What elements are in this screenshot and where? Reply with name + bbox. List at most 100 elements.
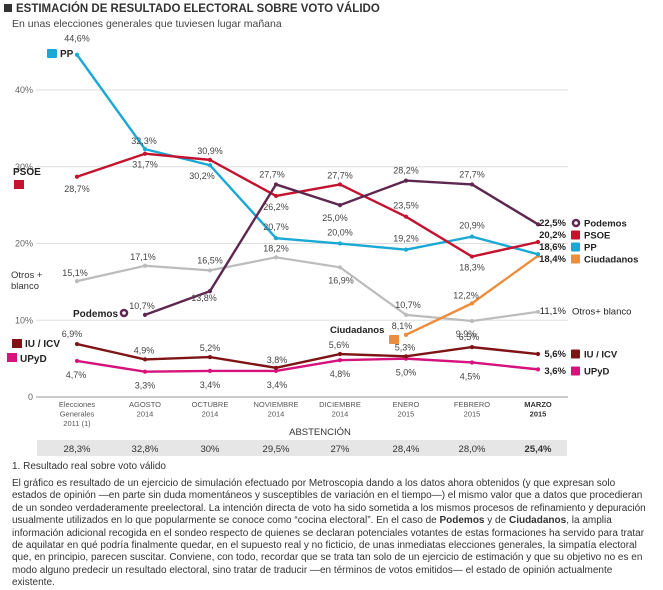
abstention-band <box>37 440 567 456</box>
x-tick-label: FEBRERO <box>454 400 490 409</box>
series-line-psoe <box>76 152 539 258</box>
data-point-podemos <box>403 178 409 183</box>
podemos-logo-icon-inner <box>122 311 126 315</box>
data-label-upyd: 4,5% <box>460 371 481 381</box>
data-point-iu <box>535 351 541 357</box>
abstention-value: 30% <box>200 444 220 455</box>
final-value-otros: 11,1% <box>540 306 567 317</box>
left-label-otros: Otros + <box>11 270 43 281</box>
abstention-value: 28,4% <box>393 444 420 455</box>
data-label-psoe: 23,5% <box>393 201 419 211</box>
title-square-icon <box>4 4 12 12</box>
series-line-otros <box>76 256 539 323</box>
data-label-psoe: 27,7% <box>327 170 353 180</box>
final-value-psoe: 20,2% <box>539 230 566 241</box>
chart-title-text: ESTIMACIÓN DE RESULTADO ELECTORAL SOBRE … <box>16 3 380 15</box>
data-point-upyd <box>207 368 213 374</box>
x-tick-label: OCTUBRE <box>192 400 229 409</box>
data-label-ciudadanos: 8,1% <box>392 321 413 331</box>
abstention-value: 28,3% <box>64 444 91 455</box>
data-point-pp <box>337 241 343 246</box>
data-point-iu <box>469 345 475 350</box>
data-label-iu: 4,9% <box>134 345 155 355</box>
ciudadanos-logo-icon <box>389 335 399 344</box>
left-label-upyd: UPyD <box>20 354 47 365</box>
x-tick-label: ENERO <box>393 400 420 409</box>
data-label-pp: 20,7% <box>263 222 289 232</box>
data-point-upyd <box>337 358 343 363</box>
left-label-blanco: blanco <box>11 281 39 292</box>
data-label-upyd: 5,0% <box>396 368 417 378</box>
data-point-iu <box>337 351 343 357</box>
data-point-psoe <box>535 239 541 245</box>
methodology-note: El gráfico es resultado de un ejercicio … <box>12 478 652 590</box>
data-point-otros <box>469 318 475 324</box>
data-label-pp: 32,3% <box>131 136 157 146</box>
x-tick-label: MARZO <box>524 400 552 409</box>
data-label-pp: 19,2% <box>393 234 419 244</box>
abstention-value: 29,5% <box>263 444 290 455</box>
upyd-logo-icon <box>7 353 17 362</box>
legend-iu-icon <box>571 349 580 359</box>
data-point-psoe <box>207 157 213 162</box>
data-point-upyd <box>469 360 475 365</box>
legend-label-otros: Otros+ blanco <box>572 307 631 318</box>
data-point-ciudadanos <box>403 332 409 337</box>
data-label-pp: 30,2% <box>189 171 215 181</box>
data-point-podemos <box>469 182 475 187</box>
final-value-podemos: 22,5% <box>539 218 566 229</box>
data-label-psoe: 31,7% <box>132 160 158 170</box>
data-label-iu: 5,3% <box>395 342 416 352</box>
x-tick-label: 2015 <box>530 410 547 419</box>
data-point-otros <box>273 255 279 260</box>
data-label-iu: 5,6% <box>329 340 350 350</box>
x-tick-label: 2014 <box>137 410 154 419</box>
legend-psoe-icon <box>571 230 580 240</box>
x-tick-label: 2014 <box>202 410 219 419</box>
data-label-psoe: 26,2% <box>263 202 289 212</box>
data-label-otros: 16,9% <box>328 275 354 285</box>
data-label-podemos: 27,7% <box>459 169 485 179</box>
series-line-upyd <box>76 357 539 373</box>
legend-ciudadanos-icon <box>571 254 580 264</box>
legend-label-ciudadanos: Ciudadanos <box>584 255 638 266</box>
data-label-podemos: 13,8% <box>191 293 217 303</box>
legend-upyd-icon <box>571 366 580 376</box>
y-tick-label: 20% <box>15 239 33 249</box>
y-tick-label: 0 <box>28 392 33 402</box>
pp-logo-icon <box>47 49 57 58</box>
x-tick-label: AGOSTO <box>129 400 161 409</box>
chart-title: ESTIMACIÓN DE RESULTADO ELECTORAL SOBRE … <box>4 3 380 15</box>
data-point-ciudadanos <box>469 301 475 306</box>
note-bold-ciudadanos: Ciudadanos <box>508 515 567 527</box>
data-label-iu: 6,5% <box>459 332 480 342</box>
chart-subtitle: En unas elecciones generales que tuviese… <box>12 18 282 30</box>
abstention-title: ABSTENCIÓN <box>289 427 351 438</box>
data-label-podemos: 10,7% <box>129 301 155 311</box>
abstention-value: 32,8% <box>132 444 159 455</box>
data-label-pp: 20,9% <box>459 221 485 231</box>
data-point-otros <box>207 268 213 273</box>
abstention-value: 28,0% <box>459 444 486 455</box>
legend-label-podemos: Podemos <box>584 219 627 230</box>
data-label-iu: 3,8% <box>267 355 288 365</box>
data-label-otros: 17,1% <box>130 252 156 262</box>
note-text-3: , la amplia información adicional recogi… <box>12 515 645 589</box>
left-label-iu: IU / ICV <box>25 339 60 350</box>
data-point-pp <box>142 147 148 152</box>
data-point-otros <box>403 312 409 317</box>
data-point-psoe <box>337 182 343 187</box>
data-label-upyd: 3,4% <box>200 380 221 390</box>
data-label-psoe: 30,9% <box>197 146 223 156</box>
final-value-upyd: 3,6% <box>544 366 566 377</box>
left-label-ciudadanos: Ciudadanos <box>330 325 384 336</box>
legend-podemos-icon-inner <box>574 221 578 225</box>
x-tick-label: DICIEMBRE <box>319 400 361 409</box>
data-point-upyd <box>74 358 80 364</box>
data-point-podemos <box>207 289 213 294</box>
data-point-podemos <box>535 222 541 227</box>
data-point-iu <box>207 354 213 360</box>
data-point-psoe <box>469 254 475 259</box>
data-point-pp <box>469 234 475 239</box>
